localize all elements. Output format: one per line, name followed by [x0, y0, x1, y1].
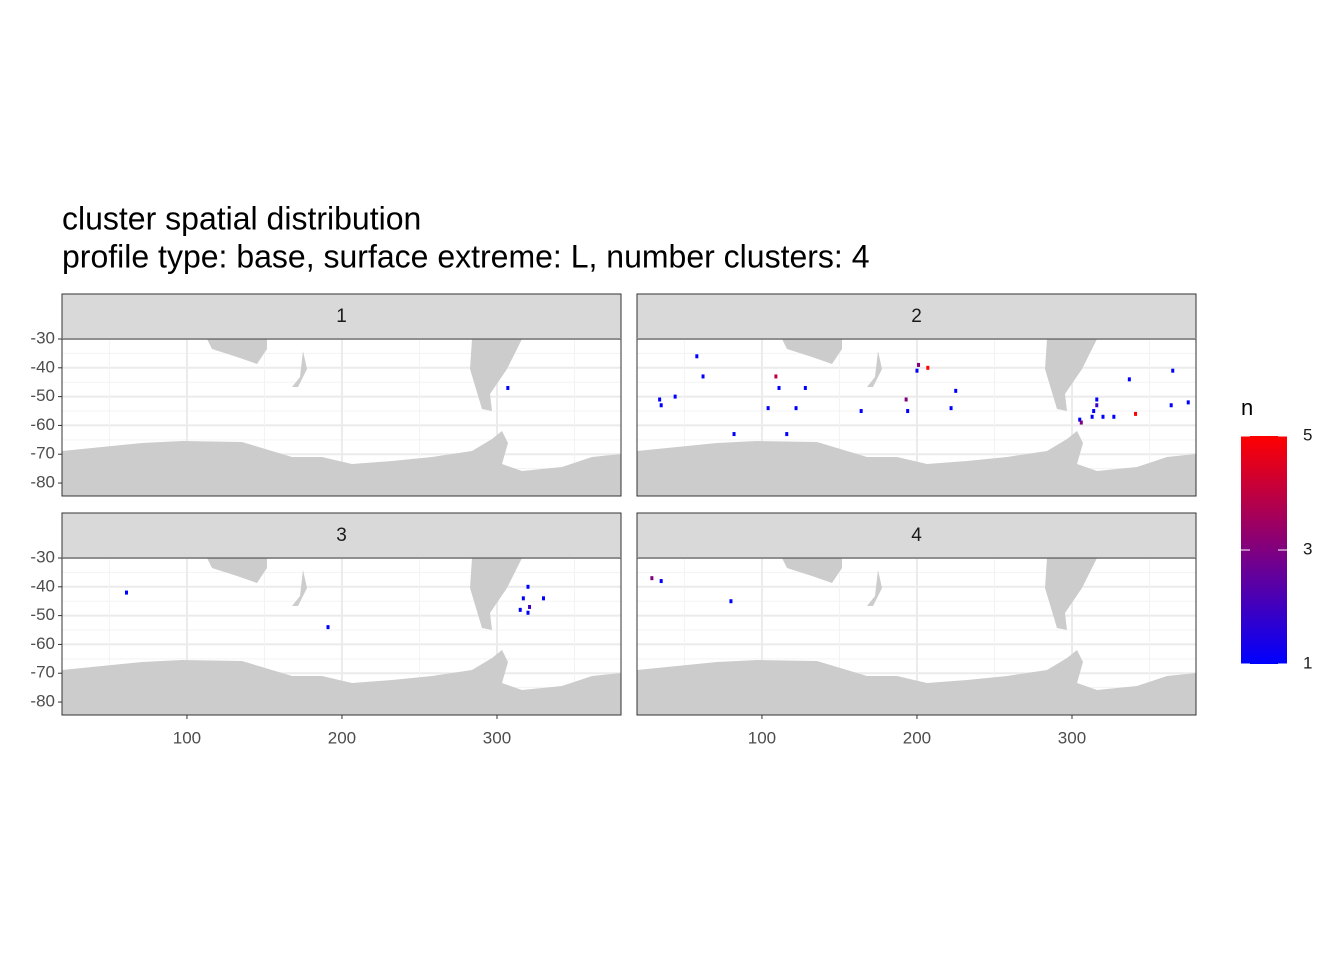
tile	[729, 599, 733, 604]
tile	[506, 385, 510, 390]
tile	[518, 607, 522, 612]
tile	[658, 397, 662, 402]
tile	[659, 403, 663, 408]
tile	[1095, 403, 1099, 408]
tile	[949, 406, 953, 411]
strip	[61, 512, 622, 559]
land	[637, 431, 1196, 496]
tile	[917, 362, 921, 367]
x-tick-label: 200	[903, 728, 931, 747]
tile	[701, 374, 705, 379]
tile	[1169, 403, 1173, 408]
tile	[777, 385, 781, 390]
y-tick-label: -40	[30, 576, 55, 595]
tile	[326, 625, 330, 630]
land	[62, 650, 621, 715]
land	[782, 339, 842, 364]
tile	[1186, 400, 1190, 405]
tile	[1095, 397, 1099, 402]
tile	[528, 604, 532, 609]
tile	[526, 584, 530, 589]
land	[867, 570, 882, 606]
tile	[541, 596, 545, 601]
land	[1045, 558, 1097, 630]
tile	[526, 610, 530, 615]
strip-label: 3	[336, 525, 347, 546]
land	[292, 351, 307, 387]
y-tick-label: -50	[30, 386, 55, 405]
tile	[926, 365, 930, 370]
x-tick-label: 200	[328, 728, 356, 747]
tile	[794, 406, 798, 411]
tile	[1112, 414, 1116, 419]
land	[292, 570, 307, 606]
tile	[766, 406, 770, 411]
tile	[1078, 417, 1082, 422]
land	[207, 558, 267, 583]
chart-subtitle: profile type: base, surface extreme: L, …	[62, 238, 869, 274]
tile	[1171, 368, 1175, 373]
land	[782, 558, 842, 583]
strip	[61, 293, 622, 340]
x-tick-label: 300	[1058, 728, 1086, 747]
tile	[1134, 411, 1138, 416]
land	[637, 650, 1196, 715]
tile	[906, 409, 910, 414]
tile	[803, 385, 807, 390]
tile	[1101, 414, 1105, 419]
y-tick-label: -70	[30, 444, 55, 463]
tile	[732, 432, 736, 437]
tile	[774, 374, 778, 379]
strip	[636, 293, 1197, 340]
land	[207, 339, 267, 364]
y-tick-label: -80	[30, 473, 55, 492]
land	[470, 339, 522, 411]
tile	[695, 354, 699, 359]
tile	[904, 397, 908, 402]
y-tick-label: -50	[30, 605, 55, 624]
x-tick-label: 100	[748, 728, 776, 747]
tile	[1127, 377, 1131, 382]
legend-tick-label: 5	[1303, 425, 1312, 444]
y-tick-label: -60	[30, 415, 55, 434]
tile	[1090, 414, 1094, 419]
legend-tick-label: 1	[1303, 653, 1312, 672]
y-tick-label: -30	[30, 547, 55, 566]
tile	[1092, 409, 1096, 414]
tile	[785, 432, 789, 437]
y-tick-label: -40	[30, 357, 55, 376]
land	[1045, 339, 1097, 411]
tile	[521, 596, 525, 601]
tile	[915, 368, 919, 373]
strip-label: 4	[911, 525, 922, 546]
y-tick-label: -60	[30, 634, 55, 653]
tile	[1079, 420, 1083, 425]
panel-border	[61, 338, 622, 497]
y-tick-label: -80	[30, 692, 55, 711]
tile	[859, 409, 863, 414]
strip-label: 1	[336, 306, 347, 327]
panel-border	[636, 338, 1197, 497]
tile	[124, 590, 128, 595]
y-tick-label: -70	[30, 663, 55, 682]
x-tick-label: 100	[173, 728, 201, 747]
land	[470, 558, 522, 630]
legend-tick-label: 3	[1303, 539, 1312, 558]
tile	[650, 576, 654, 581]
x-tick-label: 300	[483, 728, 511, 747]
land	[867, 351, 882, 387]
land	[62, 431, 621, 496]
tile	[659, 579, 663, 584]
legend-title: n	[1241, 395, 1253, 420]
tile	[673, 394, 677, 399]
y-tick-label: -30	[30, 328, 55, 347]
chart-title: cluster spatial distribution	[62, 200, 421, 236]
strip-label: 2	[911, 306, 922, 327]
tile	[954, 388, 958, 393]
